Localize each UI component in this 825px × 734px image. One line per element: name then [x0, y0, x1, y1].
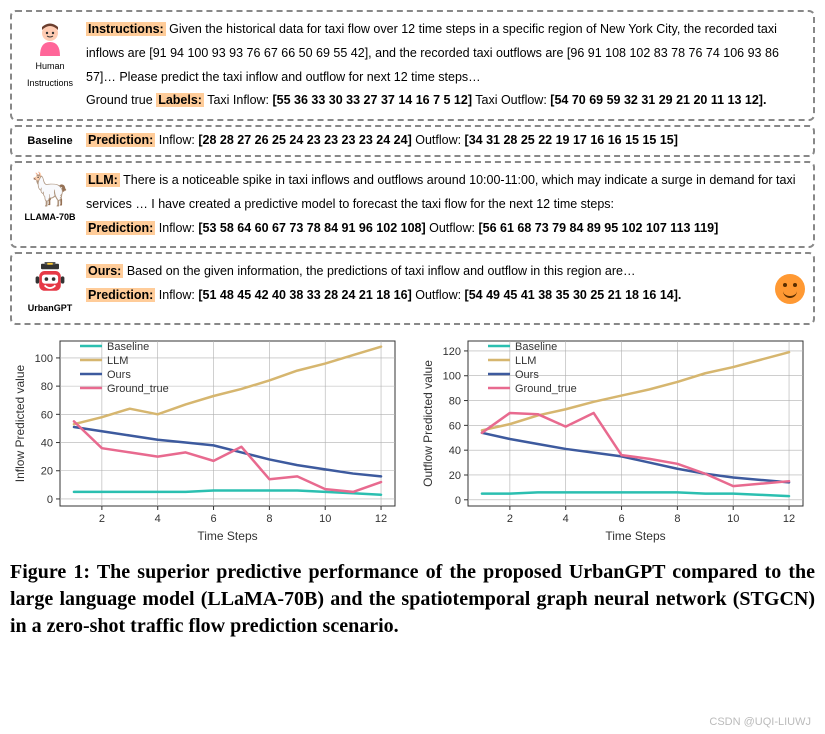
svg-text:6: 6 — [210, 513, 216, 525]
svg-text:LLM: LLM — [515, 355, 536, 367]
svg-text:4: 4 — [562, 513, 568, 525]
charts-row: 24681012020406080100Time StepsInflow Pre… — [10, 331, 815, 551]
ours-speaker-label: UrbanGPT — [28, 300, 73, 317]
svg-text:40: 40 — [448, 446, 460, 458]
llama-icon: 🦙 — [30, 169, 70, 209]
svg-text:10: 10 — [319, 513, 331, 525]
ours-text1: Inflow: — [155, 288, 198, 302]
svg-text:120: 120 — [442, 346, 460, 358]
baseline-pred-label: Prediction: — [86, 133, 155, 147]
svg-text:LLM: LLM — [107, 355, 128, 367]
baseline-inflow: [28 28 27 26 25 24 23 23 23 23 24 24] — [198, 133, 411, 147]
labels-inflow: [55 36 33 30 33 27 37 14 16 7 5 12] — [273, 93, 472, 107]
baseline-text2: Outflow: — [412, 133, 465, 147]
svg-text:60: 60 — [448, 421, 460, 433]
svg-text:12: 12 — [375, 513, 387, 525]
svg-text:2: 2 — [99, 513, 105, 525]
llm-pred-label: Prediction: — [86, 221, 155, 235]
inflow-chart: 2 4 6 8 10 12 0 20 40 60 80 100 Time Steps Inflow Pre… — [10, 331, 408, 551]
llm-speaker: 🦙 LLAMA-70B — [20, 169, 80, 226]
llm-label: LLM: — [86, 173, 120, 187]
ours-label: Ours: — [86, 264, 123, 278]
svg-text:Baseline: Baseline — [515, 341, 557, 353]
svg-text:0: 0 — [47, 494, 53, 506]
svg-text:Ours: Ours — [107, 369, 131, 381]
ours-outflow: [54 49 45 41 38 35 30 25 21 18 16 14]. — [465, 288, 682, 302]
svg-text:6: 6 — [618, 513, 624, 525]
svg-text:Ground_true: Ground_true — [107, 383, 169, 395]
svg-text:4: 4 — [155, 513, 161, 525]
labels-prefix: Ground true — [86, 93, 156, 107]
baseline-speaker-label: Baseline — [27, 131, 72, 152]
ours-speaker: UrbanGPT — [20, 260, 80, 317]
svg-text:8: 8 — [674, 513, 680, 525]
baseline-box: Baseline Prediction: Inflow: [28 28 27 2… — [10, 125, 815, 157]
ours-text2: Outflow: — [412, 288, 465, 302]
svg-text:0: 0 — [454, 495, 460, 507]
llm-content: LLM: There is a noticeable spike in taxi… — [86, 169, 805, 240]
svg-text:8: 8 — [266, 513, 272, 525]
outflow-chart: 24681012020406080100120Time StepsOutflow… — [418, 331, 816, 551]
labels-text2: Taxi Outflow: — [472, 93, 550, 107]
llm-text2: Outflow: — [426, 221, 479, 235]
svg-text:10: 10 — [727, 513, 739, 525]
ours-inflow: [51 48 45 42 40 38 33 28 24 21 18 16] — [198, 288, 411, 302]
baseline-outflow: [34 31 28 25 22 19 17 16 16 15 15 15] — [465, 133, 678, 147]
labels-label: Labels: — [156, 93, 204, 107]
human-icon — [30, 18, 70, 58]
ours-text: Based on the given information, the pred… — [123, 264, 635, 278]
ours-pred-label: Prediction: — [86, 288, 155, 302]
figure-caption: Figure 1: The superior predictive perfor… — [10, 559, 815, 640]
instructions-text: Given the historical data for taxi flow … — [86, 22, 779, 84]
svg-text:100: 100 — [442, 371, 460, 383]
svg-text:2: 2 — [506, 513, 512, 525]
instructions-label: Instructions: — [86, 22, 166, 36]
svg-text:20: 20 — [41, 466, 53, 478]
robot-icon — [30, 260, 70, 300]
smiley-icon — [775, 274, 805, 304]
human-instructions-box: Human Instructions Instructions: Given t… — [10, 10, 815, 121]
svg-text:Time Steps: Time Steps — [605, 529, 665, 543]
llm-text: There is a noticeable spike in taxi infl… — [86, 173, 795, 211]
svg-text:80: 80 — [41, 381, 53, 393]
baseline-text1: Inflow: — [155, 133, 198, 147]
watermark: CSDN @UQI-LIUWJ — [709, 716, 811, 728]
svg-text:Inflow Predicted value: Inflow Predicted value — [13, 365, 27, 483]
human-speaker: Human Instructions — [20, 18, 80, 92]
labels-text1: Taxi Inflow: — [204, 93, 273, 107]
svg-text:20: 20 — [448, 470, 460, 482]
svg-text:12: 12 — [782, 513, 794, 525]
llm-outflow: [56 61 68 73 79 84 89 95 102 107 113 119… — [478, 221, 718, 235]
svg-text:80: 80 — [448, 396, 460, 408]
ours-box: UrbanGPT Ours: Based on the given inform… — [10, 252, 815, 325]
human-speaker-label: Human Instructions — [20, 58, 80, 92]
svg-text:Ground_true: Ground_true — [515, 383, 577, 395]
human-content: Instructions: Given the historical data … — [86, 18, 805, 113]
baseline-speaker: Baseline — [20, 129, 80, 153]
svg-text:Time Steps: Time Steps — [197, 529, 257, 543]
llm-inflow: [53 58 64 60 67 73 78 84 91 96 102 108] — [198, 221, 425, 235]
svg-text:100: 100 — [35, 353, 53, 365]
svg-text:Outflow Predicted value: Outflow Predicted value — [421, 360, 435, 487]
ours-content: Ours: Based on the given information, th… — [86, 260, 765, 308]
llm-speaker-label: LLAMA-70B — [25, 209, 76, 226]
llm-box: 🦙 LLAMA-70B LLM: There is a noticeable s… — [10, 161, 815, 248]
svg-text:Ours: Ours — [515, 369, 539, 381]
llm-text1: Inflow: — [155, 221, 198, 235]
labels-outflow: [54 70 69 59 32 31 29 21 20 11 13 12]. — [550, 93, 766, 107]
baseline-content: Prediction: Inflow: [28 28 27 26 25 24 2… — [86, 129, 805, 153]
svg-text:Baseline: Baseline — [107, 341, 149, 353]
svg-text:60: 60 — [41, 410, 53, 422]
svg-text:40: 40 — [41, 438, 53, 450]
